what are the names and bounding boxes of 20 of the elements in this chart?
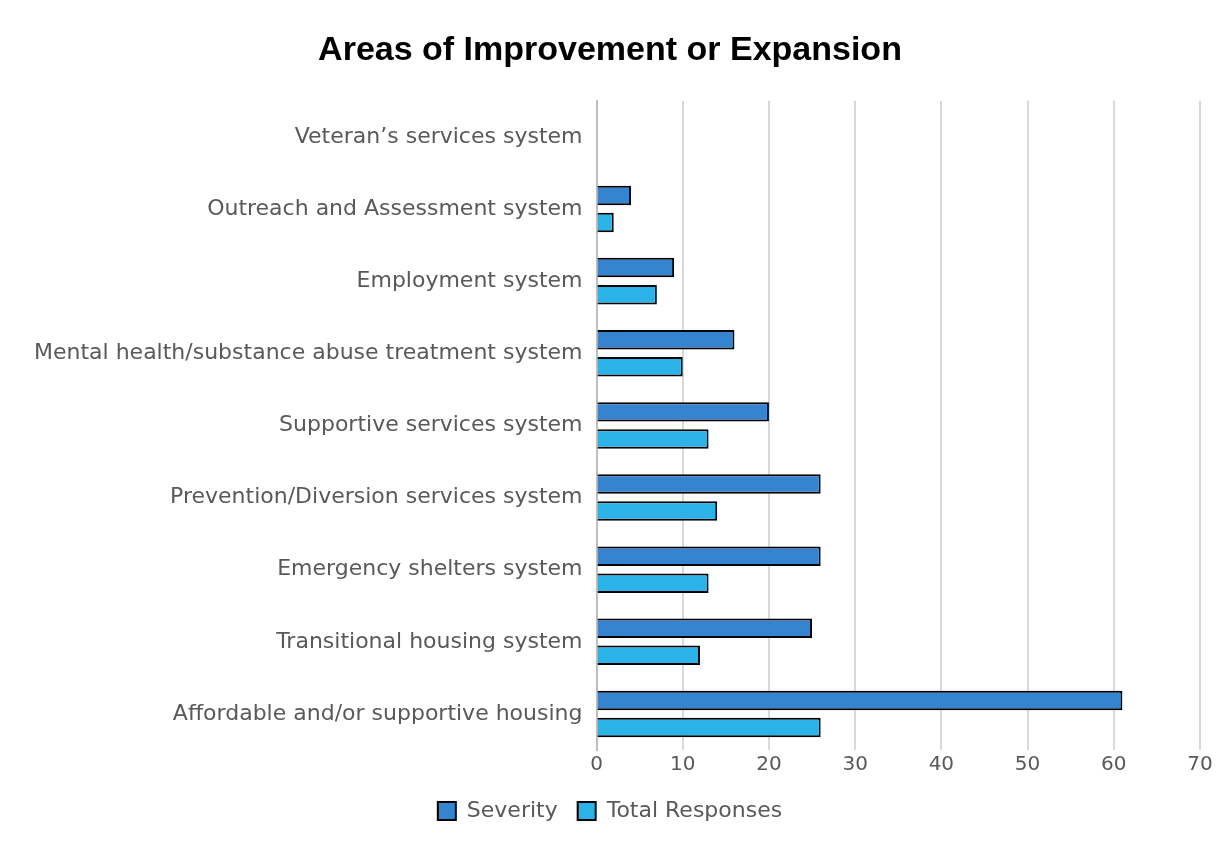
- x-tick-label: 30: [842, 751, 868, 776]
- y-tick-label: Outreach and Assessment system: [207, 194, 583, 220]
- legend-label: Severity: [466, 796, 558, 822]
- x-tick-label: 20: [756, 751, 782, 776]
- x-tick-label: 10: [669, 751, 696, 776]
- y-tick-label: Veteran’s services system: [294, 122, 583, 148]
- x-tick-label: 0: [590, 751, 603, 776]
- y-tick-label: Prevention/Diversion services system: [170, 483, 583, 509]
- y-tick-label: Transitional housing system: [275, 627, 583, 653]
- chart-title: Areas of Improvement or Expansion: [318, 28, 902, 67]
- y-tick-label: Emergency shelters system: [277, 555, 583, 581]
- y-tick-label: Employment system: [356, 266, 583, 292]
- x-tick-label: 60: [1101, 751, 1127, 776]
- y-tick-label: Mental health/substance abuse treatment system: [33, 338, 583, 364]
- x-tick-label: 40: [928, 751, 955, 776]
- x-tick-label: 50: [1014, 751, 1041, 776]
- y-tick-label: Affordable and/or supportive housing: [172, 699, 583, 725]
- y-tick-label: Supportive services system: [279, 411, 583, 437]
- legend-label: Total Responses: [605, 796, 783, 822]
- x-tick-label: 70: [1187, 751, 1213, 776]
